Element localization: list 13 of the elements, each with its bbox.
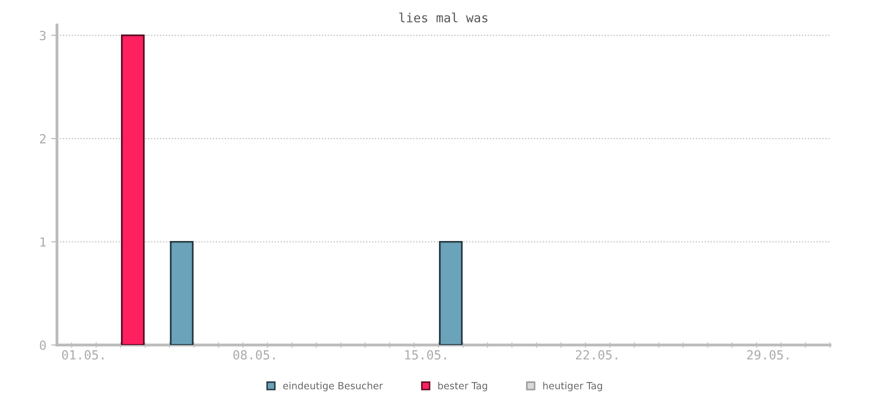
legend-label: heutiger Tag (543, 382, 602, 392)
x-tick-label: 22.05. (576, 350, 618, 360)
x-tick-label: 01.05. (62, 350, 104, 360)
y-tick-label: 1 (40, 237, 46, 247)
x-tick-label: 08.05. (233, 350, 275, 360)
chart-title: lies mal was (399, 12, 488, 22)
y-tick-label: 3 (40, 30, 46, 40)
legend-label: bester Tag (438, 382, 488, 392)
x-tick-label: 15.05. (405, 350, 446, 360)
x-tick-label: 29.05. (747, 350, 788, 360)
y-tick-label: 2 (40, 134, 46, 144)
y-tick-label: 0 (40, 340, 46, 350)
legend-label: eindeutige Besucher (283, 382, 383, 392)
